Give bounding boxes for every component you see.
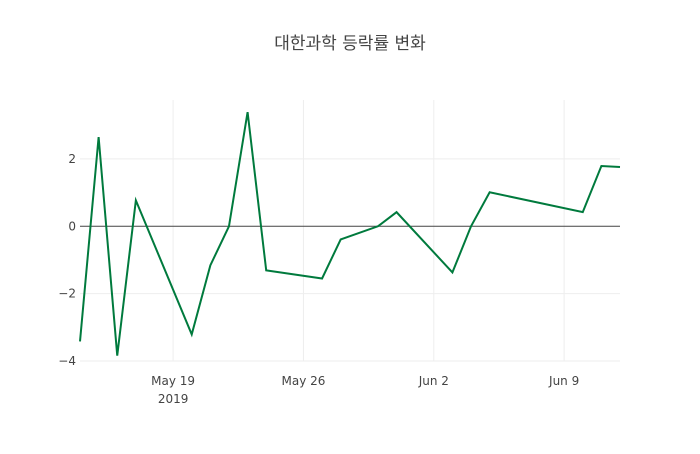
x-tick-label: May 26 <box>281 374 325 388</box>
x-tick-label: Jun 9 <box>548 374 579 388</box>
series-line <box>79 111 621 356</box>
y-tick-label: 2 <box>68 152 76 166</box>
x-tick-label: Jun 2 <box>418 374 449 388</box>
x-tick-year-label: 2019 <box>158 392 189 406</box>
chart-title: 대한과학 등락률 변화 <box>274 34 426 54</box>
y-tick-label: −2 <box>58 287 76 301</box>
x-tick-label: May 19 <box>151 374 195 388</box>
y-tick-label: −4 <box>58 354 76 368</box>
y-tick-label: 0 <box>68 219 76 233</box>
